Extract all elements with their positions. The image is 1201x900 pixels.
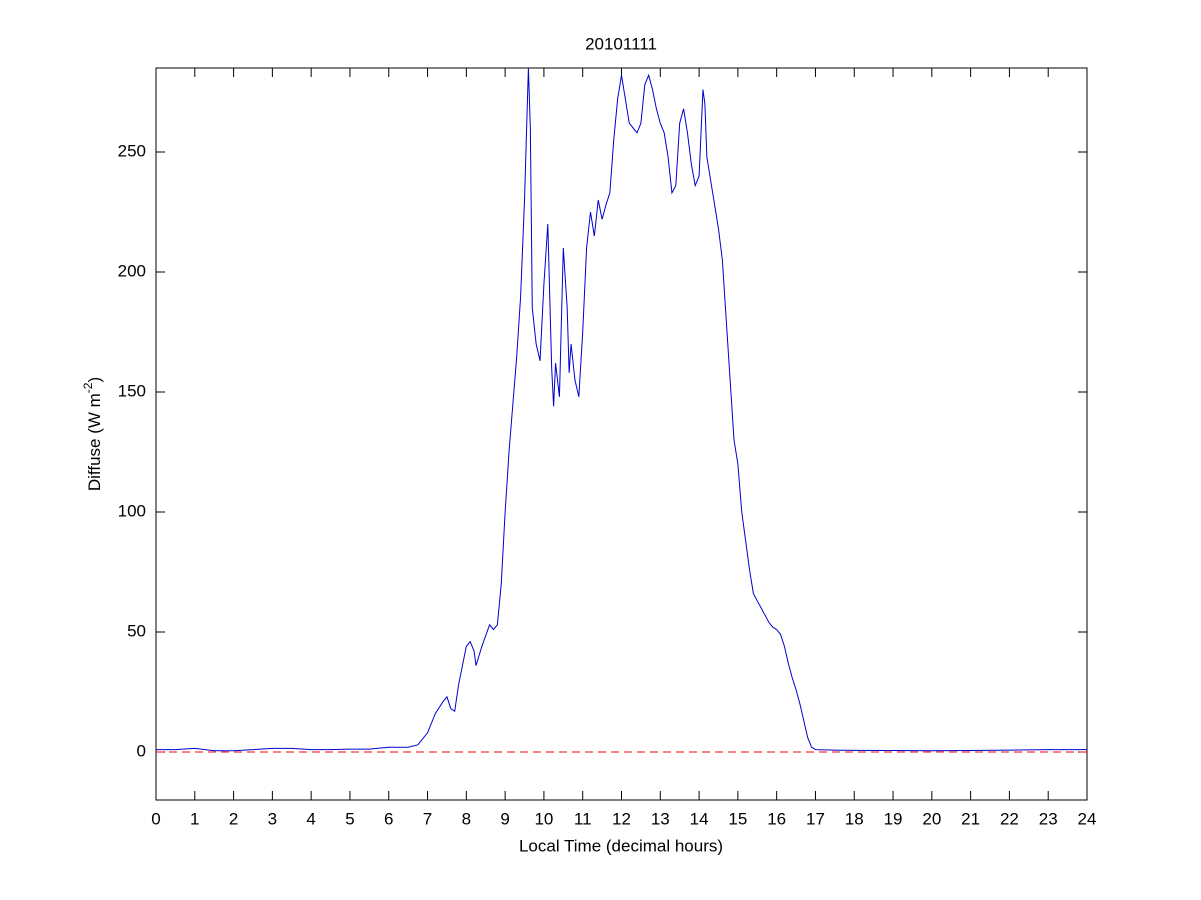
x-tick-label: 3 (268, 809, 277, 828)
x-tick-label: 1 (190, 809, 199, 828)
y-tick-label: 50 (127, 621, 146, 640)
plot-frame (155, 67, 1088, 801)
x-tick-label: 12 (612, 809, 631, 828)
x-tick-label: 9 (500, 809, 509, 828)
x-tick-label: 4 (306, 809, 315, 828)
x-tick-label: 16 (767, 809, 786, 828)
x-tick-label: 20 (922, 809, 941, 828)
y-tick-label: 150 (118, 381, 146, 400)
x-tick-label: 17 (806, 809, 825, 828)
y-tick-label: 250 (118, 141, 146, 160)
y-tick-label: 100 (118, 501, 146, 520)
x-tick-label: 19 (884, 809, 903, 828)
data-line (156, 67, 1087, 752)
x-tick-label: 24 (1078, 809, 1097, 828)
y-label-suffix: ) (85, 377, 104, 383)
x-tick-label: 5 (345, 809, 354, 828)
x-tick-label: 13 (651, 809, 670, 828)
x-tick-label: 21 (961, 809, 980, 828)
x-axis-label: Local Time (decimal hours) (519, 836, 723, 855)
chart-title: 20101111 (585, 34, 657, 53)
y-axis-label: Diffuse (W m-2) (81, 377, 104, 491)
x-tick-label: 10 (534, 809, 553, 828)
x-tick-label: 23 (1039, 809, 1058, 828)
x-tick-label: 14 (690, 809, 709, 828)
x-tick-label: 6 (384, 809, 393, 828)
x-tick-label: 15 (728, 809, 747, 828)
x-tick-label: 22 (1000, 809, 1019, 828)
y-tick-label: 200 (118, 261, 146, 280)
y-label-superscript: -2 (81, 382, 95, 393)
x-tick-label: 8 (462, 809, 471, 828)
y-label-text: Diffuse (W m (85, 393, 104, 491)
x-tick-label: 11 (574, 809, 592, 828)
x-tick-label: 18 (845, 809, 864, 828)
x-tick-label: 0 (151, 809, 160, 828)
x-tick-label: 2 (229, 809, 238, 828)
x-tick-label: 7 (423, 809, 432, 828)
y-tick-label: 0 (137, 741, 146, 760)
